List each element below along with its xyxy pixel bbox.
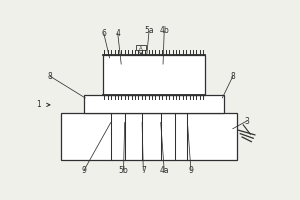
Text: 6: 6 <box>101 29 106 38</box>
Text: 5a: 5a <box>144 26 154 35</box>
Bar <box>84 95 224 113</box>
Text: 9: 9 <box>188 166 194 175</box>
Bar <box>61 113 238 160</box>
Text: 4b: 4b <box>159 26 169 35</box>
Text: 9: 9 <box>82 166 86 175</box>
Text: 8: 8 <box>48 72 53 81</box>
Text: 5b: 5b <box>119 166 128 175</box>
Text: 3: 3 <box>244 117 249 126</box>
Bar <box>103 55 205 95</box>
Text: 1: 1 <box>36 100 41 109</box>
Text: 7: 7 <box>141 166 146 175</box>
Text: 4: 4 <box>115 29 120 38</box>
Bar <box>136 45 146 50</box>
Text: 8: 8 <box>230 72 235 81</box>
Text: 4a: 4a <box>159 166 169 175</box>
Text: A: A <box>139 46 143 51</box>
